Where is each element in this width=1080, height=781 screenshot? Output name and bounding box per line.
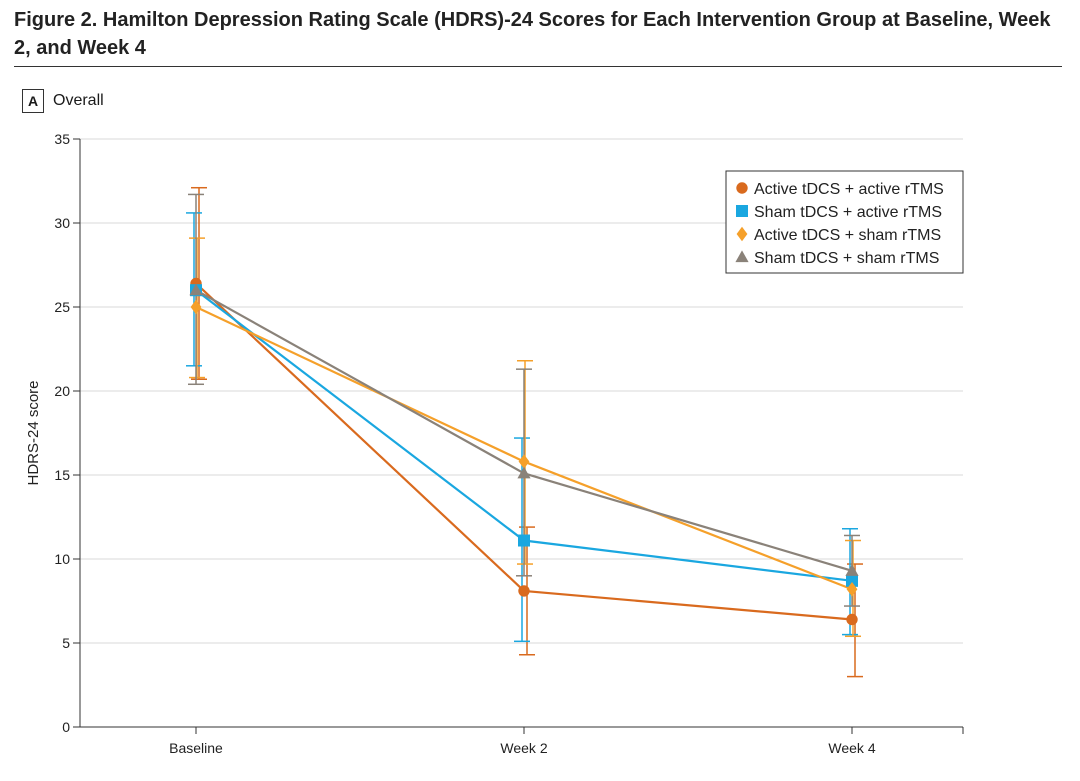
data-point <box>518 534 530 547</box>
data-point <box>189 283 203 296</box>
y-axis-label: HDRS-24 score <box>25 380 42 485</box>
legend-label: Sham tDCS + active rTMS <box>754 204 942 221</box>
x-tick-label: Week 2 <box>500 740 547 756</box>
y-tick-label: 10 <box>54 551 70 567</box>
data-point <box>518 454 530 469</box>
y-tick-label: 30 <box>54 215 70 231</box>
y-tick-label: 25 <box>54 299 70 315</box>
legend <box>725 170 964 274</box>
x-tick-label: Baseline <box>169 740 223 756</box>
panel-letter: A <box>22 89 44 113</box>
legend-label: Active tDCS + sham rTMS <box>754 227 941 244</box>
data-point <box>518 585 530 597</box>
y-tick-label: 15 <box>54 467 70 483</box>
y-tick-label: 0 <box>62 719 70 735</box>
y-tick-label: 5 <box>62 635 70 651</box>
legend-label: Active tDCS + active rTMS <box>754 181 944 198</box>
title-divider <box>14 66 1062 67</box>
data-point <box>846 613 858 626</box>
y-tick-label: 20 <box>54 383 70 399</box>
legend-label: Sham tDCS + sham rTMS <box>754 250 939 267</box>
panel-label: A Overall <box>22 89 104 113</box>
data-point <box>190 299 202 315</box>
data-point <box>846 574 858 587</box>
legend-marker <box>735 250 749 263</box>
data-point <box>846 582 858 597</box>
y-tick-label: 35 <box>54 131 70 147</box>
x-tick-label: Week 4 <box>828 740 875 756</box>
panel-name: Overall <box>53 92 104 109</box>
figure-title: Figure 2. Hamilton Depression Rating Sca… <box>14 9 1051 59</box>
legend-marker <box>736 226 748 242</box>
data-point <box>517 466 531 479</box>
legend-marker <box>736 205 748 217</box>
data-point <box>845 564 859 576</box>
legend-marker <box>736 182 748 194</box>
